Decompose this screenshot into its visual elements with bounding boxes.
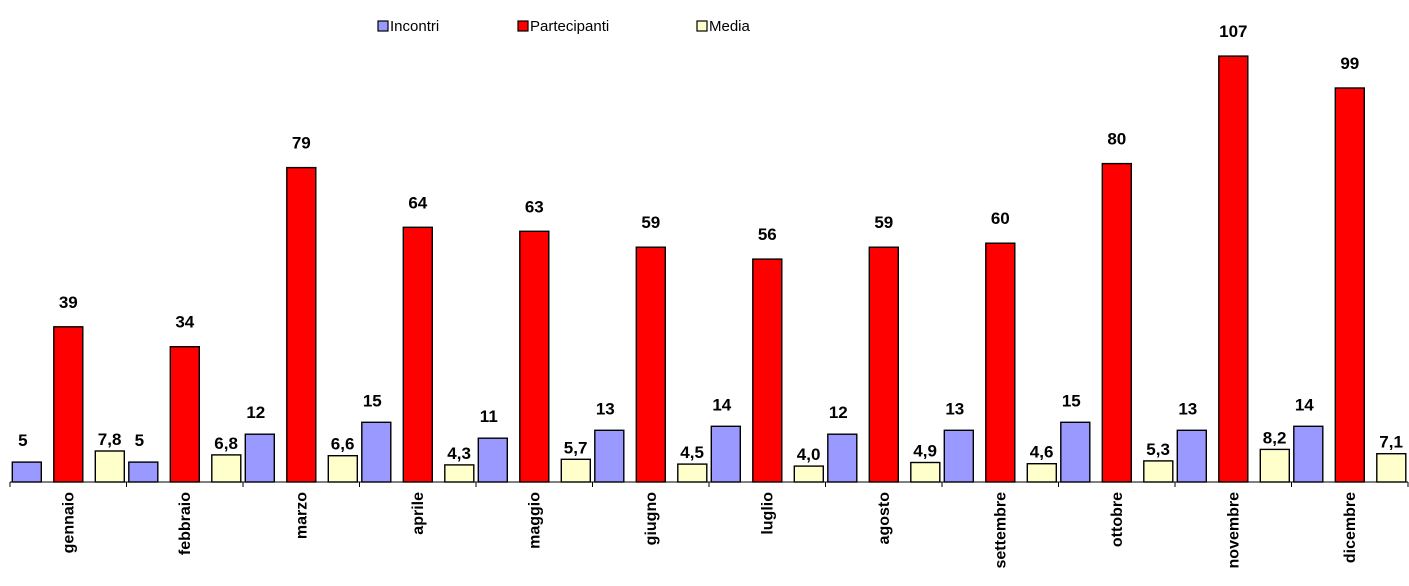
value-label-partecipanti-luglio: 56 [758,225,777,244]
value-label-media-giugno: 4,5 [680,443,704,462]
value-labels-group: 5 39 7,8 5 34 6,8 12 79 6,6 15 64 4,3 11 63 5,7 13 59 4,5… [18,22,1403,464]
value-label-incontri-settembre: 13 [945,399,964,418]
bar-media-dicembre [1376,453,1407,483]
bar-incontri-ottobre [1060,421,1091,483]
bar-partecipanti-settembre [985,242,1016,483]
bar-media-ottobre [1143,460,1174,483]
value-label-partecipanti-gennaio: 39 [59,293,78,312]
value-label-media-luglio: 4,0 [797,445,821,464]
value-label-incontri-luglio: 14 [712,395,731,414]
value-label-partecipanti-giugno: 59 [641,213,660,232]
value-label-media-dicembre: 7,1 [1379,433,1403,452]
bar-media-gennaio [94,450,126,483]
x-axis: gennaio febbraio marzo aprile maggio giugno lu… [9,481,1409,569]
value-label-media-maggio: 5,7 [564,438,588,457]
bar-partecipanti-dicembre [1334,87,1366,483]
tick-label-settembre: settembre [992,492,1009,569]
bar-media-luglio [793,465,824,483]
bar-incontri-marzo [244,433,276,483]
value-label-media-novembre: 8,2 [1263,428,1287,447]
bar-media-novembre [1259,448,1291,483]
tick-label-febbraio: febbraio [177,492,194,555]
value-label-incontri-giugno: 13 [596,399,615,418]
bar-incontri-novembre [1176,429,1208,483]
bar-media-giugno [677,463,708,483]
value-label-partecipanti-agosto: 59 [874,213,893,232]
legend-swatch-partecipanti [517,20,529,32]
tick-label-giugno: giugno [643,492,660,546]
legend-label-incontri: Incontri [390,18,439,35]
value-label-partecipanti-aprile: 64 [408,193,427,212]
tick-label-ottobre: ottobre [1109,492,1126,547]
bar-partecipanti-aprile [402,226,433,483]
bars-group [11,55,1407,483]
tick-label-novembre: novembre [1225,492,1242,569]
tick-label-aprile: aprile [410,492,427,535]
bar-incontri-aprile [361,421,392,483]
tick-label-gennaio: gennaio [60,492,77,554]
value-label-media-febbraio: 6,8 [214,434,238,453]
value-label-media-gennaio: 7,8 [98,430,122,449]
legend-swatch-incontri [377,20,389,32]
bar-media-maggio [560,458,591,483]
bar-incontri-gennaio [11,461,43,483]
bar-incontri-maggio [477,437,508,483]
bar-incontri-giugno [594,429,625,483]
bar-partecipanti-marzo [286,166,317,483]
bar-partecipanti-giugno [635,246,666,483]
value-label-media-agosto: 4,9 [913,442,937,461]
bar-media-marzo [327,455,358,483]
value-label-media-marzo: 6,6 [331,435,355,454]
bar-media-febbraio [211,454,242,483]
tick-label-maggio: maggio [526,492,543,549]
bar-incontri-settembre [943,429,974,483]
tick-label-dicembre: dicembre [1342,492,1359,563]
value-label-partecipanti-dicembre: 99 [1340,54,1359,73]
bar-partecipanti-novembre [1218,55,1249,483]
value-label-incontri-ottobre: 15 [1062,391,1081,410]
value-label-incontri-aprile: 15 [363,391,382,410]
tick-label-agosto: agosto [876,492,893,545]
value-label-incontri-maggio: 11 [480,407,498,426]
bar-incontri-agosto [827,433,858,483]
legend: Incontri Partecipanti Media [377,18,751,35]
value-label-partecipanti-ottobre: 80 [1107,130,1126,149]
bar-partecipanti-maggio [519,230,550,483]
legend-label-partecipanti: Partecipanti [530,18,609,35]
bar-partecipanti-gennaio [53,326,84,483]
bar-incontri-luglio [710,425,741,483]
bar-incontri-dicembre [1293,425,1324,483]
value-label-incontri-febbraio: 5 [135,431,144,450]
value-label-partecipanti-settembre: 60 [991,209,1010,228]
tick-label-marzo: marzo [293,492,310,539]
value-label-media-settembre: 4,6 [1030,443,1054,462]
bar-media-settembre [1026,463,1058,483]
value-label-media-ottobre: 5,3 [1146,440,1170,459]
value-label-media-aprile: 4,3 [447,444,471,463]
bar-partecipanti-agosto [868,246,899,483]
bar-partecipanti-ottobre [1101,162,1133,483]
tick-label-luglio: luglio [759,492,776,535]
legend-label-media: Media [709,18,751,35]
value-label-partecipanti-febbraio: 34 [175,313,194,332]
value-label-partecipanti-maggio: 63 [525,197,544,216]
legend-swatch-media [696,20,708,32]
bar-media-aprile [444,464,475,483]
value-label-partecipanti-novembre: 107 [1219,22,1247,41]
bar-media-agosto [910,461,941,483]
bar-incontri-febbraio [128,461,159,483]
value-label-partecipanti-marzo: 79 [292,134,311,153]
value-label-incontri-marzo: 12 [246,403,265,422]
value-label-incontri-novembre: 13 [1178,399,1197,418]
value-label-incontri-gennaio: 5 [18,431,27,450]
bar-partecipanti-luglio [752,258,783,483]
bar-partecipanti-febbraio [169,346,201,483]
value-label-incontri-agosto: 12 [829,403,848,422]
value-label-incontri-dicembre: 14 [1295,395,1314,414]
